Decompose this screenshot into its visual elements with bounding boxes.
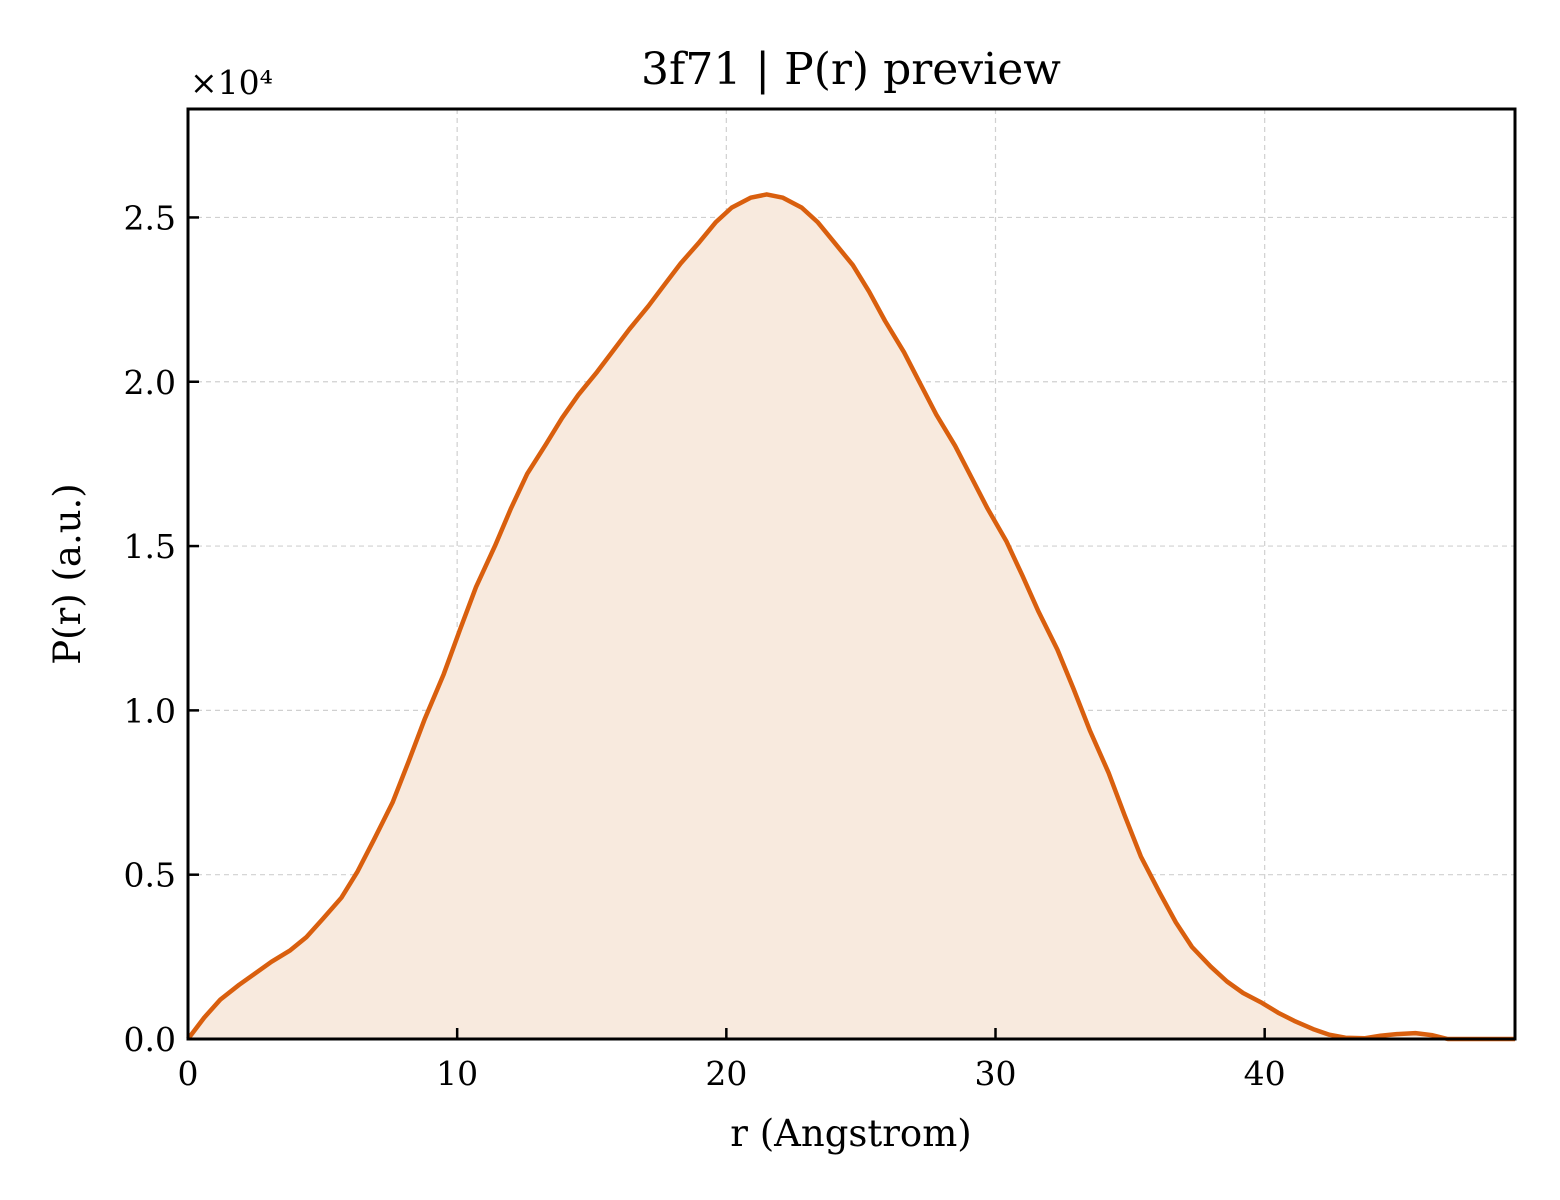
plot-frame: [186, 107, 1517, 1041]
pr-series-line: [186, 192, 1515, 1042]
y-tick-label-2: 1.0: [124, 691, 176, 730]
x-axis-ticks: 0 10 20 30 40: [178, 1028, 1286, 1093]
y-tick-label-0: 0.0: [124, 1020, 176, 1059]
y-axis-multiplier: ×10⁴: [190, 63, 273, 102]
x-tick-label-1: 10: [436, 1054, 478, 1093]
y-tick-label-1: 0.5: [124, 856, 176, 895]
pr-area-fill: [188, 194, 1515, 1039]
y-tick-label-3: 1.5: [124, 527, 176, 566]
x-tick-label-2: 20: [705, 1054, 747, 1093]
y-tick-label-5: 2.5: [124, 198, 176, 237]
x-tick-label-3: 30: [975, 1054, 1017, 1093]
x-tick-label-4: 40: [1244, 1054, 1286, 1093]
y-tick-label-4: 2.0: [124, 363, 176, 402]
x-axis-label: r (Angstrom): [730, 1112, 971, 1155]
y-axis-ticks: 0.0 0.5 1.0 1.5 2.0 2.5: [124, 198, 199, 1059]
x-tick-label-0: 0: [178, 1054, 199, 1093]
chart-title: 3f71 | P(r) preview: [641, 44, 1061, 95]
y-axis-label: P(r) (a.u.): [46, 483, 89, 665]
